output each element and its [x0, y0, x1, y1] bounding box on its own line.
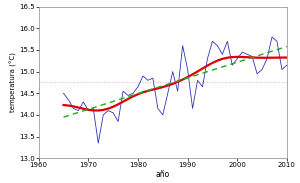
Y-axis label: temperatura (°C): temperatura (°C)	[10, 53, 17, 112]
X-axis label: año: año	[156, 170, 170, 179]
